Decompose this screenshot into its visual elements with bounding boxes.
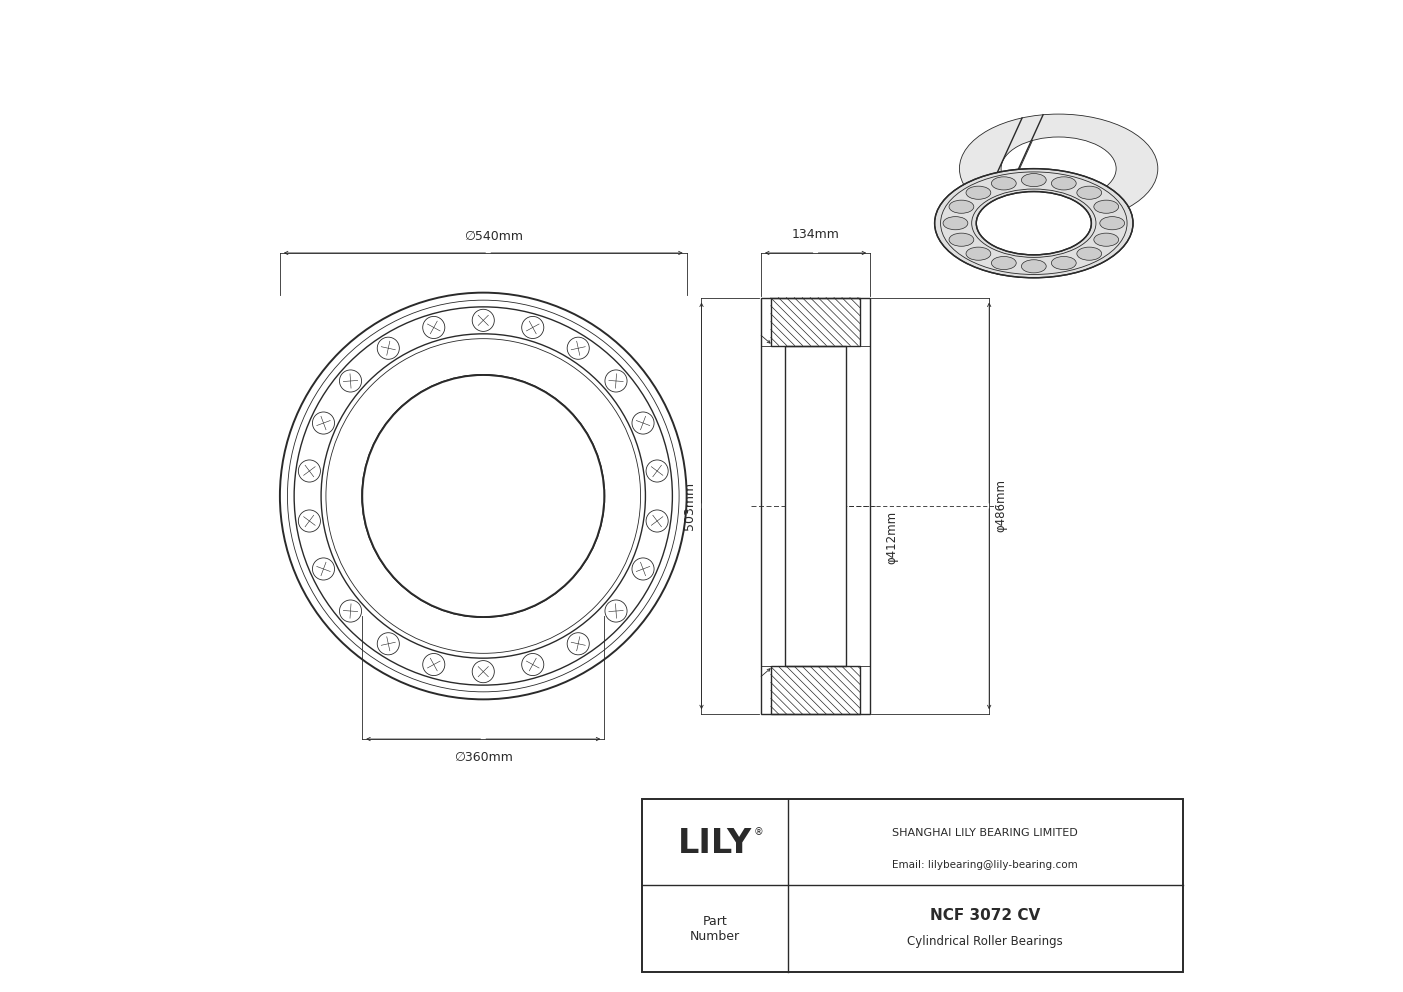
- Ellipse shape: [1094, 233, 1118, 246]
- Circle shape: [605, 600, 627, 622]
- Circle shape: [313, 558, 334, 580]
- Circle shape: [645, 460, 668, 482]
- Circle shape: [362, 375, 605, 617]
- Ellipse shape: [1094, 200, 1118, 213]
- Circle shape: [281, 293, 686, 699]
- Circle shape: [340, 370, 362, 392]
- Bar: [786, 345, 846, 667]
- Circle shape: [631, 558, 654, 580]
- Ellipse shape: [975, 190, 1093, 256]
- Ellipse shape: [1078, 186, 1101, 199]
- Ellipse shape: [1078, 247, 1101, 260]
- Circle shape: [522, 316, 544, 338]
- Text: 134mm: 134mm: [791, 228, 839, 241]
- Bar: [760, 298, 870, 714]
- Ellipse shape: [948, 200, 974, 213]
- Ellipse shape: [1051, 177, 1076, 189]
- Circle shape: [522, 654, 544, 676]
- Circle shape: [299, 460, 320, 482]
- Ellipse shape: [948, 233, 974, 246]
- Circle shape: [631, 412, 654, 434]
- Bar: [756, 293, 875, 719]
- Circle shape: [567, 337, 589, 359]
- Text: SHANGHAI LILY BEARING LIMITED: SHANGHAI LILY BEARING LIMITED: [892, 828, 1078, 838]
- Text: ∅540mm: ∅540mm: [463, 230, 523, 243]
- Ellipse shape: [1021, 260, 1047, 273]
- Circle shape: [377, 337, 400, 359]
- Circle shape: [605, 370, 627, 392]
- Circle shape: [299, 510, 320, 532]
- Circle shape: [422, 316, 445, 338]
- Ellipse shape: [992, 257, 1016, 270]
- Text: Email: lilybearing@lily-bearing.com: Email: lilybearing@lily-bearing.com: [892, 859, 1078, 870]
- Ellipse shape: [976, 191, 1092, 255]
- Text: NCF 3072 CV: NCF 3072 CV: [930, 909, 1041, 924]
- Circle shape: [645, 510, 668, 532]
- Ellipse shape: [960, 114, 1157, 223]
- Ellipse shape: [967, 186, 991, 199]
- Circle shape: [313, 412, 334, 434]
- Ellipse shape: [1021, 174, 1047, 186]
- Circle shape: [377, 633, 400, 655]
- Text: 503mm: 503mm: [683, 482, 696, 530]
- Bar: [770, 667, 860, 714]
- Ellipse shape: [934, 169, 1134, 278]
- Text: Cylindrical Roller Bearings: Cylindrical Roller Bearings: [908, 935, 1063, 948]
- Text: φ412mm: φ412mm: [885, 511, 898, 564]
- Ellipse shape: [1051, 257, 1076, 270]
- Ellipse shape: [1002, 137, 1117, 200]
- Circle shape: [473, 661, 494, 682]
- Circle shape: [422, 654, 445, 676]
- Text: LILY: LILY: [678, 827, 752, 860]
- Text: Part
Number: Part Number: [690, 915, 739, 942]
- Circle shape: [473, 310, 494, 331]
- Ellipse shape: [992, 177, 1016, 189]
- Text: ∅360mm: ∅360mm: [453, 751, 512, 764]
- Ellipse shape: [943, 216, 968, 230]
- Text: φ486mm: φ486mm: [995, 479, 1007, 533]
- Ellipse shape: [1100, 216, 1125, 230]
- Bar: [770, 298, 860, 345]
- Circle shape: [567, 633, 589, 655]
- Circle shape: [340, 600, 362, 622]
- Ellipse shape: [967, 247, 991, 260]
- Text: ®: ®: [753, 826, 763, 837]
- Bar: [643, 799, 1183, 972]
